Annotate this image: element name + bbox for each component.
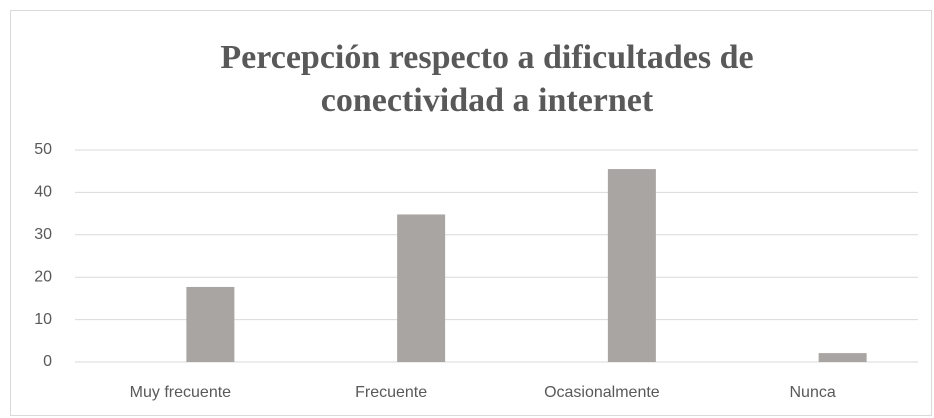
chart-title: Percepción respecto a dificultades de co… xyxy=(220,39,754,119)
y-tick-label: 50 xyxy=(34,141,52,158)
y-tick-label: 40 xyxy=(34,184,52,201)
bar xyxy=(397,214,446,362)
bar xyxy=(818,353,867,362)
bar xyxy=(186,286,235,362)
y-tick-label: 10 xyxy=(34,311,52,328)
x-tick-label: Ocasionalmente xyxy=(544,384,660,401)
y-tick-label: 30 xyxy=(34,226,52,243)
bar xyxy=(607,169,656,362)
chart-frame xyxy=(10,10,932,416)
x-tick-label: Nunca xyxy=(790,384,836,401)
y-tick-label: 0 xyxy=(43,353,52,370)
x-tick-label: Frecuente xyxy=(355,384,427,401)
y-tick-label: 20 xyxy=(34,268,52,285)
x-tick-label: Muy frecuente xyxy=(130,384,231,401)
